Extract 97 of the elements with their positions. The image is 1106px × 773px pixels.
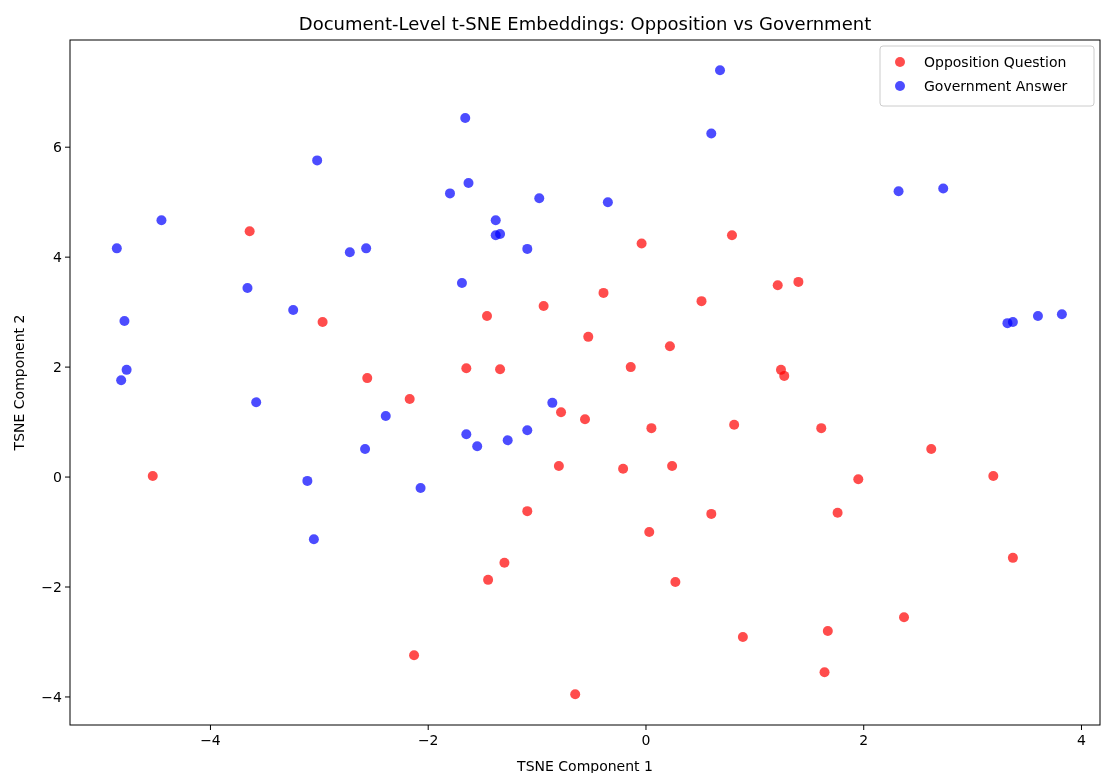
y-tick-label: 4 <box>53 249 63 266</box>
point <box>1007 552 1018 563</box>
point <box>926 444 937 455</box>
point <box>288 304 299 315</box>
point <box>538 301 549 312</box>
point <box>534 193 545 204</box>
point <box>116 375 127 386</box>
point <box>495 229 506 240</box>
point <box>938 183 949 194</box>
point <box>404 393 415 404</box>
x-tick-label: 0 <box>641 732 651 748</box>
point <box>553 461 564 472</box>
point <box>308 534 319 545</box>
point <box>302 475 313 486</box>
y-tick-label: 6 <box>53 139 63 156</box>
point <box>664 341 675 352</box>
y-tick-label: 2 <box>53 359 62 376</box>
legend-label: Government Answer <box>924 77 1068 94</box>
point <box>618 463 629 474</box>
point <box>816 423 827 434</box>
point <box>625 362 636 373</box>
x-tick-label: 4 <box>1077 732 1087 748</box>
point <box>547 397 558 408</box>
point <box>696 296 707 307</box>
point <box>251 397 262 408</box>
point <box>483 574 494 585</box>
point <box>1032 310 1043 321</box>
x-tick-label: 2 <box>859 732 869 748</box>
point <box>899 612 910 623</box>
point <box>522 425 533 436</box>
point <box>380 411 391 422</box>
point <box>444 188 455 199</box>
point <box>737 632 748 643</box>
point <box>667 461 678 472</box>
point <box>111 243 122 254</box>
point <box>499 557 510 568</box>
chart-title: Document-Level t-SNE Embeddings: Opposition vs Government <box>298 13 872 34</box>
point <box>706 128 717 139</box>
point <box>580 414 590 425</box>
point <box>670 577 681 588</box>
point <box>495 364 506 375</box>
point <box>502 435 513 446</box>
point <box>646 423 657 434</box>
point <box>832 507 843 518</box>
legend-label: Opposition Question <box>924 53 1067 70</box>
y-tick-label: −4 <box>41 688 63 705</box>
point <box>1007 317 1018 328</box>
point <box>415 483 426 494</box>
point <box>779 370 790 381</box>
point <box>317 317 328 328</box>
point <box>772 280 783 291</box>
point <box>463 177 474 188</box>
y-tick-label: 0 <box>53 468 62 485</box>
point <box>156 215 167 226</box>
point <box>119 315 130 326</box>
point <box>461 429 472 440</box>
point <box>556 407 567 418</box>
point <box>361 243 372 254</box>
point <box>793 276 804 287</box>
point <box>244 226 255 237</box>
point <box>456 277 467 288</box>
x-tick-label: −2 <box>417 732 439 748</box>
point <box>344 247 355 258</box>
point <box>583 331 594 342</box>
point <box>242 282 253 293</box>
y-axis-title: TSNE Component 2 <box>11 314 27 452</box>
point <box>522 243 533 254</box>
point <box>482 310 493 321</box>
point <box>147 470 158 481</box>
point <box>362 373 373 384</box>
point <box>893 186 904 197</box>
point <box>598 287 609 298</box>
point <box>570 689 581 700</box>
point <box>853 474 864 485</box>
point <box>715 65 726 76</box>
point <box>312 155 323 166</box>
point <box>461 363 472 374</box>
x-tick-label: −4 <box>200 732 221 748</box>
point <box>636 238 647 249</box>
point <box>602 197 613 208</box>
point <box>1056 309 1067 320</box>
point <box>490 215 501 226</box>
point <box>522 506 533 517</box>
point <box>729 419 740 430</box>
point <box>460 113 471 124</box>
point <box>121 364 132 375</box>
point <box>644 527 655 538</box>
x-axis-title: TSNE Component 1 <box>516 758 653 773</box>
point <box>706 508 717 519</box>
point <box>472 441 483 452</box>
y-tick-label: −2 <box>41 578 62 595</box>
point <box>409 650 420 661</box>
point <box>822 625 833 636</box>
point <box>360 444 371 455</box>
point <box>819 667 830 678</box>
point <box>988 470 999 481</box>
point <box>726 230 737 241</box>
